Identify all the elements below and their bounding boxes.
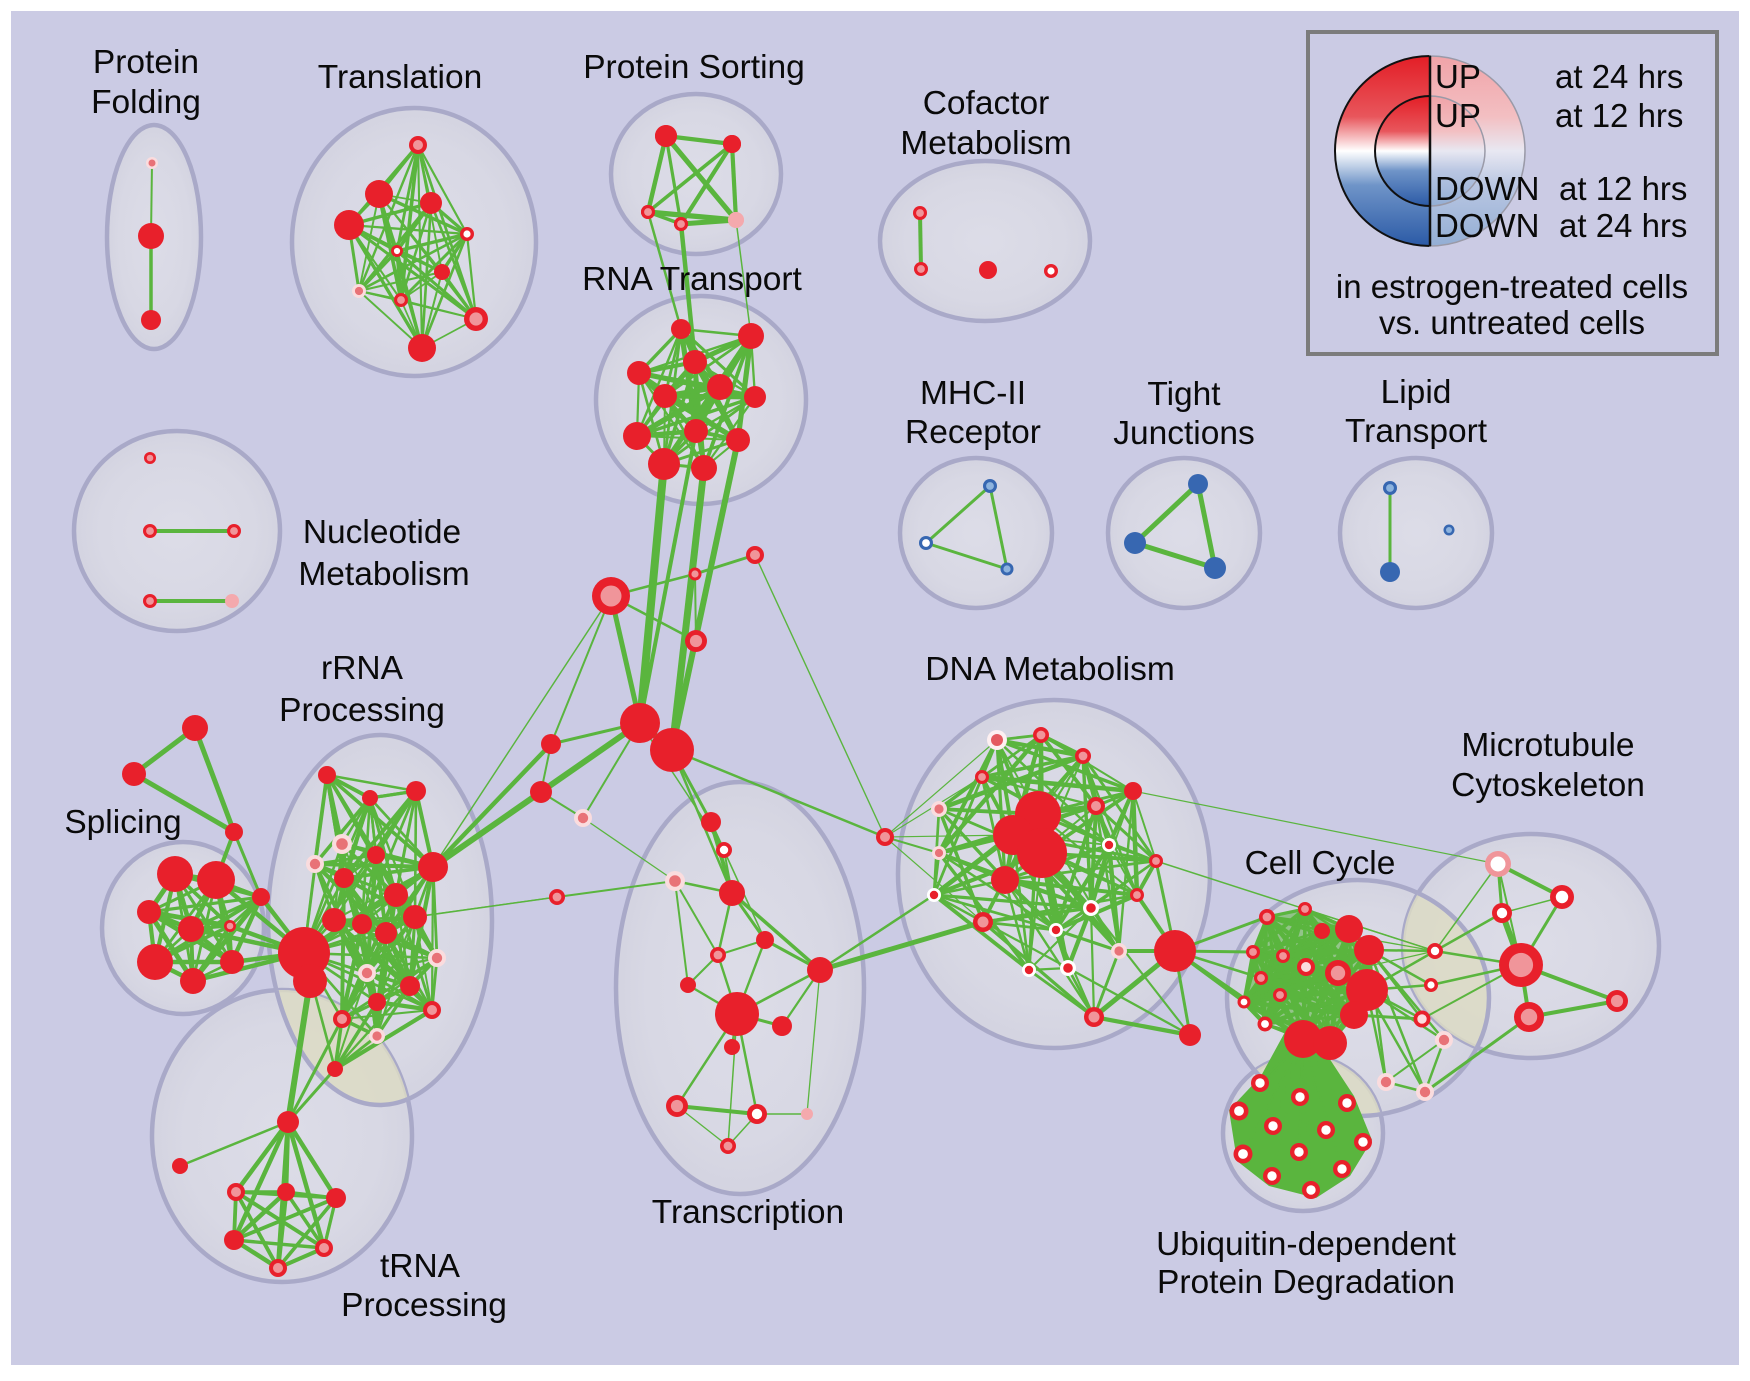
svg-text:DOWN: DOWN bbox=[1435, 170, 1539, 207]
svg-text:Microtubule: Microtubule bbox=[1461, 727, 1634, 764]
svg-text:in estrogen-treated cells: in estrogen-treated cells bbox=[1336, 268, 1688, 305]
svg-text:DOWN: DOWN bbox=[1435, 207, 1539, 244]
svg-text:Ubiquitin-dependent: Ubiquitin-dependent bbox=[1156, 1226, 1457, 1263]
svg-text:Processing: Processing bbox=[279, 692, 445, 729]
svg-text:tRNA: tRNA bbox=[380, 1248, 461, 1285]
svg-text:Splicing: Splicing bbox=[64, 804, 181, 841]
svg-text:Receptor: Receptor bbox=[905, 414, 1041, 451]
svg-text:at 24 hrs: at 24 hrs bbox=[1559, 207, 1687, 244]
svg-text:Junctions: Junctions bbox=[1113, 415, 1255, 452]
svg-text:UP: UP bbox=[1435, 97, 1481, 134]
svg-text:Translation: Translation bbox=[318, 59, 482, 96]
svg-text:Transport: Transport bbox=[1345, 413, 1488, 450]
svg-text:Cell Cycle: Cell Cycle bbox=[1245, 845, 1396, 882]
svg-text:Transcription: Transcription bbox=[652, 1194, 844, 1231]
svg-text:Protein Degradation: Protein Degradation bbox=[1157, 1264, 1455, 1301]
svg-text:Protein Sorting: Protein Sorting bbox=[583, 49, 805, 86]
svg-text:Folding: Folding bbox=[91, 84, 201, 121]
svg-text:Metabolism: Metabolism bbox=[298, 556, 469, 593]
svg-text:MHC-II: MHC-II bbox=[920, 375, 1026, 412]
svg-text:Lipid: Lipid bbox=[1381, 374, 1452, 411]
svg-text:UP: UP bbox=[1435, 58, 1481, 95]
svg-text:vs. untreated cells: vs. untreated cells bbox=[1379, 304, 1645, 341]
svg-text:at 12 hrs: at 12 hrs bbox=[1559, 170, 1687, 207]
svg-text:at 24 hrs: at 24 hrs bbox=[1555, 58, 1683, 95]
svg-text:rRNA: rRNA bbox=[321, 650, 404, 687]
svg-text:Nucleotide: Nucleotide bbox=[303, 514, 461, 551]
svg-text:Metabolism: Metabolism bbox=[900, 125, 1071, 162]
svg-text:DNA Metabolism: DNA Metabolism bbox=[925, 651, 1174, 688]
svg-text:Cofactor: Cofactor bbox=[923, 85, 1050, 122]
svg-text:Tight: Tight bbox=[1147, 376, 1221, 413]
svg-text:RNA Transport: RNA Transport bbox=[582, 261, 802, 298]
svg-text:Processing: Processing bbox=[341, 1287, 507, 1324]
svg-text:Cytoskeleton: Cytoskeleton bbox=[1451, 767, 1645, 804]
svg-text:at 12 hrs: at 12 hrs bbox=[1555, 97, 1683, 134]
svg-text:Protein: Protein bbox=[93, 44, 199, 81]
